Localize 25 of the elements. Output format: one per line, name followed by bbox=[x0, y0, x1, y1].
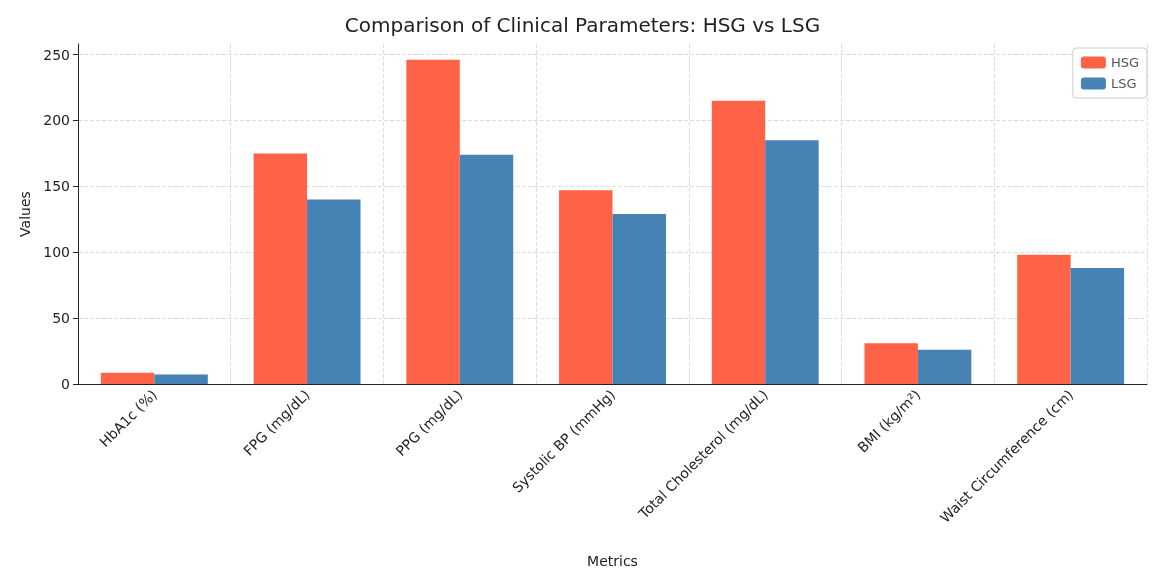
bar bbox=[1017, 254, 1071, 384]
y-tick-label: 0 bbox=[61, 376, 70, 392]
bar bbox=[612, 214, 666, 384]
bar bbox=[406, 59, 460, 384]
y-axis-title: Values bbox=[17, 191, 34, 237]
legend-label: LSG bbox=[1110, 76, 1137, 91]
bar bbox=[253, 153, 308, 384]
bar bbox=[559, 190, 613, 384]
bar bbox=[917, 349, 972, 384]
y-tick-label: 150 bbox=[43, 178, 70, 195]
bar bbox=[765, 140, 819, 384]
bar bbox=[711, 100, 766, 384]
bar bbox=[459, 154, 514, 384]
bar bbox=[307, 199, 361, 384]
bar bbox=[1070, 268, 1125, 384]
legend-label: HSG bbox=[1110, 55, 1140, 70]
y-tick-label: 200 bbox=[43, 112, 70, 129]
bar bbox=[864, 343, 918, 384]
y-tick-label: 250 bbox=[43, 46, 70, 63]
y-tick-label: 100 bbox=[43, 244, 70, 261]
chart-title: Comparison of Clinical Parameters: HSG vs LSG bbox=[344, 13, 821, 37]
bar bbox=[154, 374, 208, 384]
x-axis-title: Metrics bbox=[587, 553, 638, 569]
y-tick-label: 50 bbox=[52, 310, 70, 327]
bar bbox=[100, 372, 155, 384]
